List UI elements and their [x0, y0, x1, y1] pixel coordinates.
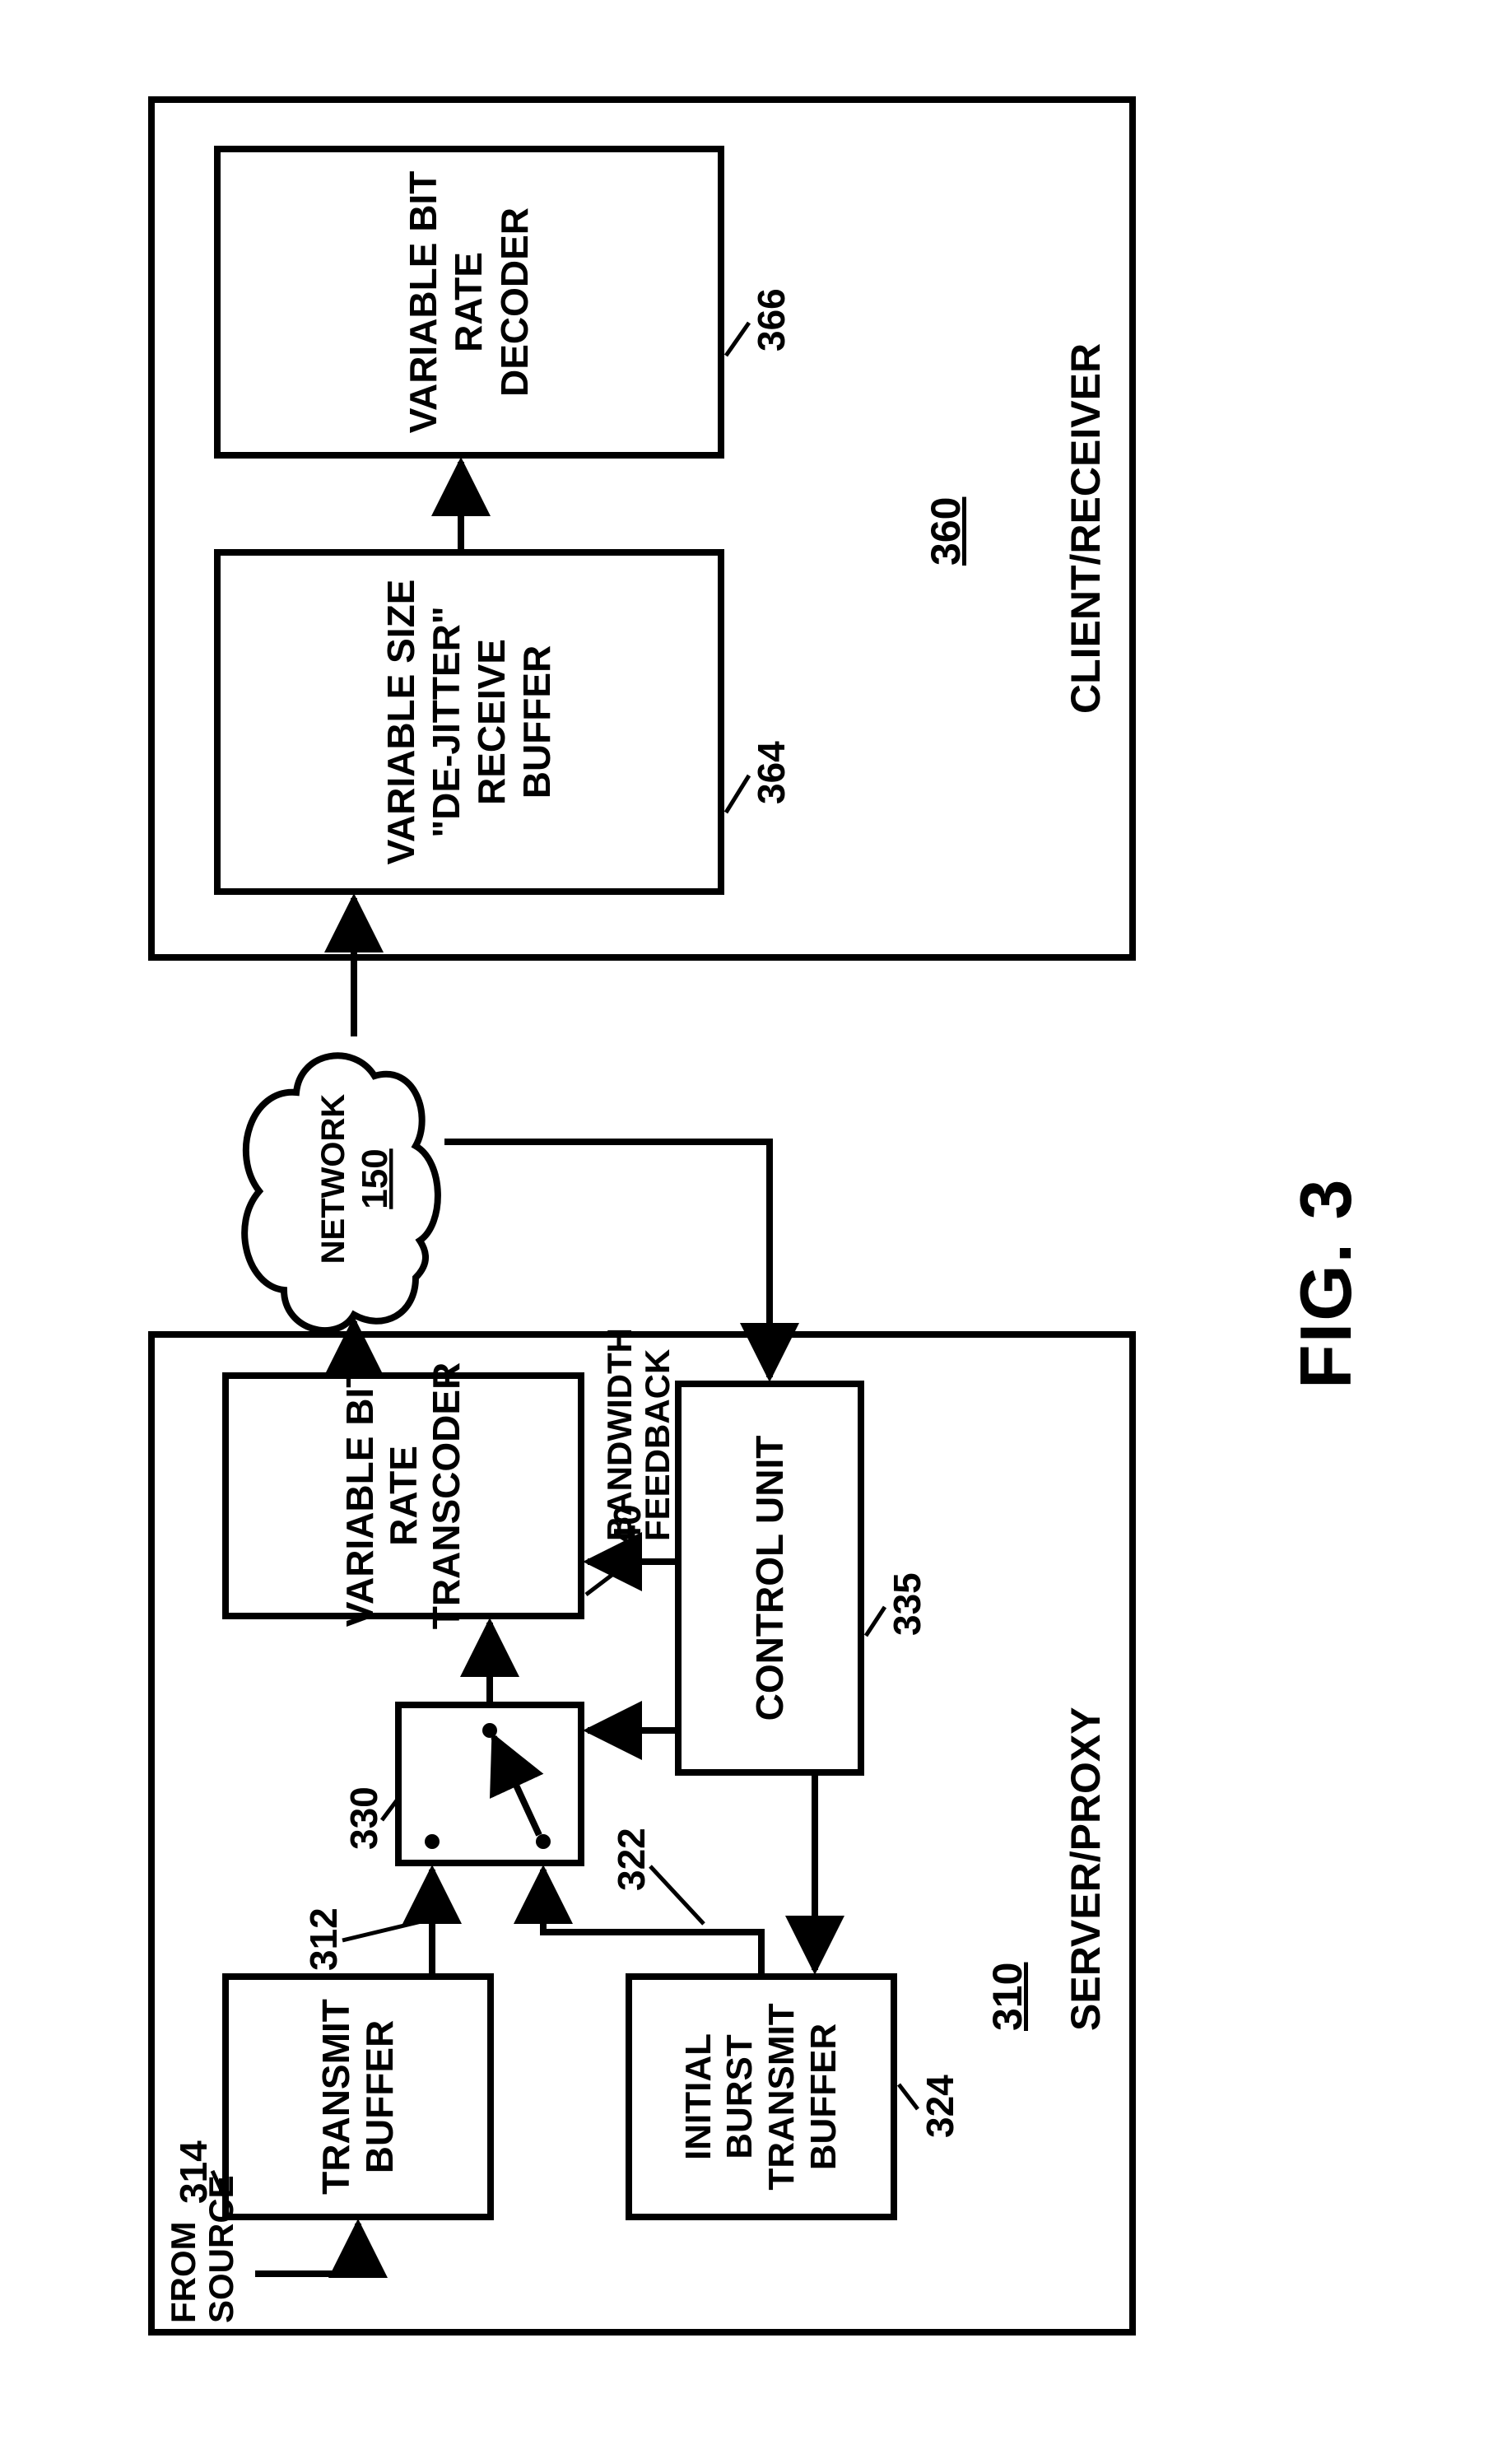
network-ref-svg: 150	[355, 1148, 395, 1209]
page: TRANSMIT BUFFER INITIAL BURST TRANSMIT B…	[0, 0, 1512, 2459]
network-label-svg: NETWORK	[315, 1094, 351, 1264]
wiring-svg: NETWORK 150	[0, 0, 1512, 2459]
diagram-canvas: TRANSMIT BUFFER INITIAL BURST TRANSMIT B…	[0, 0, 1512, 2459]
network-cloud: NETWORK 150	[244, 1055, 438, 1330]
